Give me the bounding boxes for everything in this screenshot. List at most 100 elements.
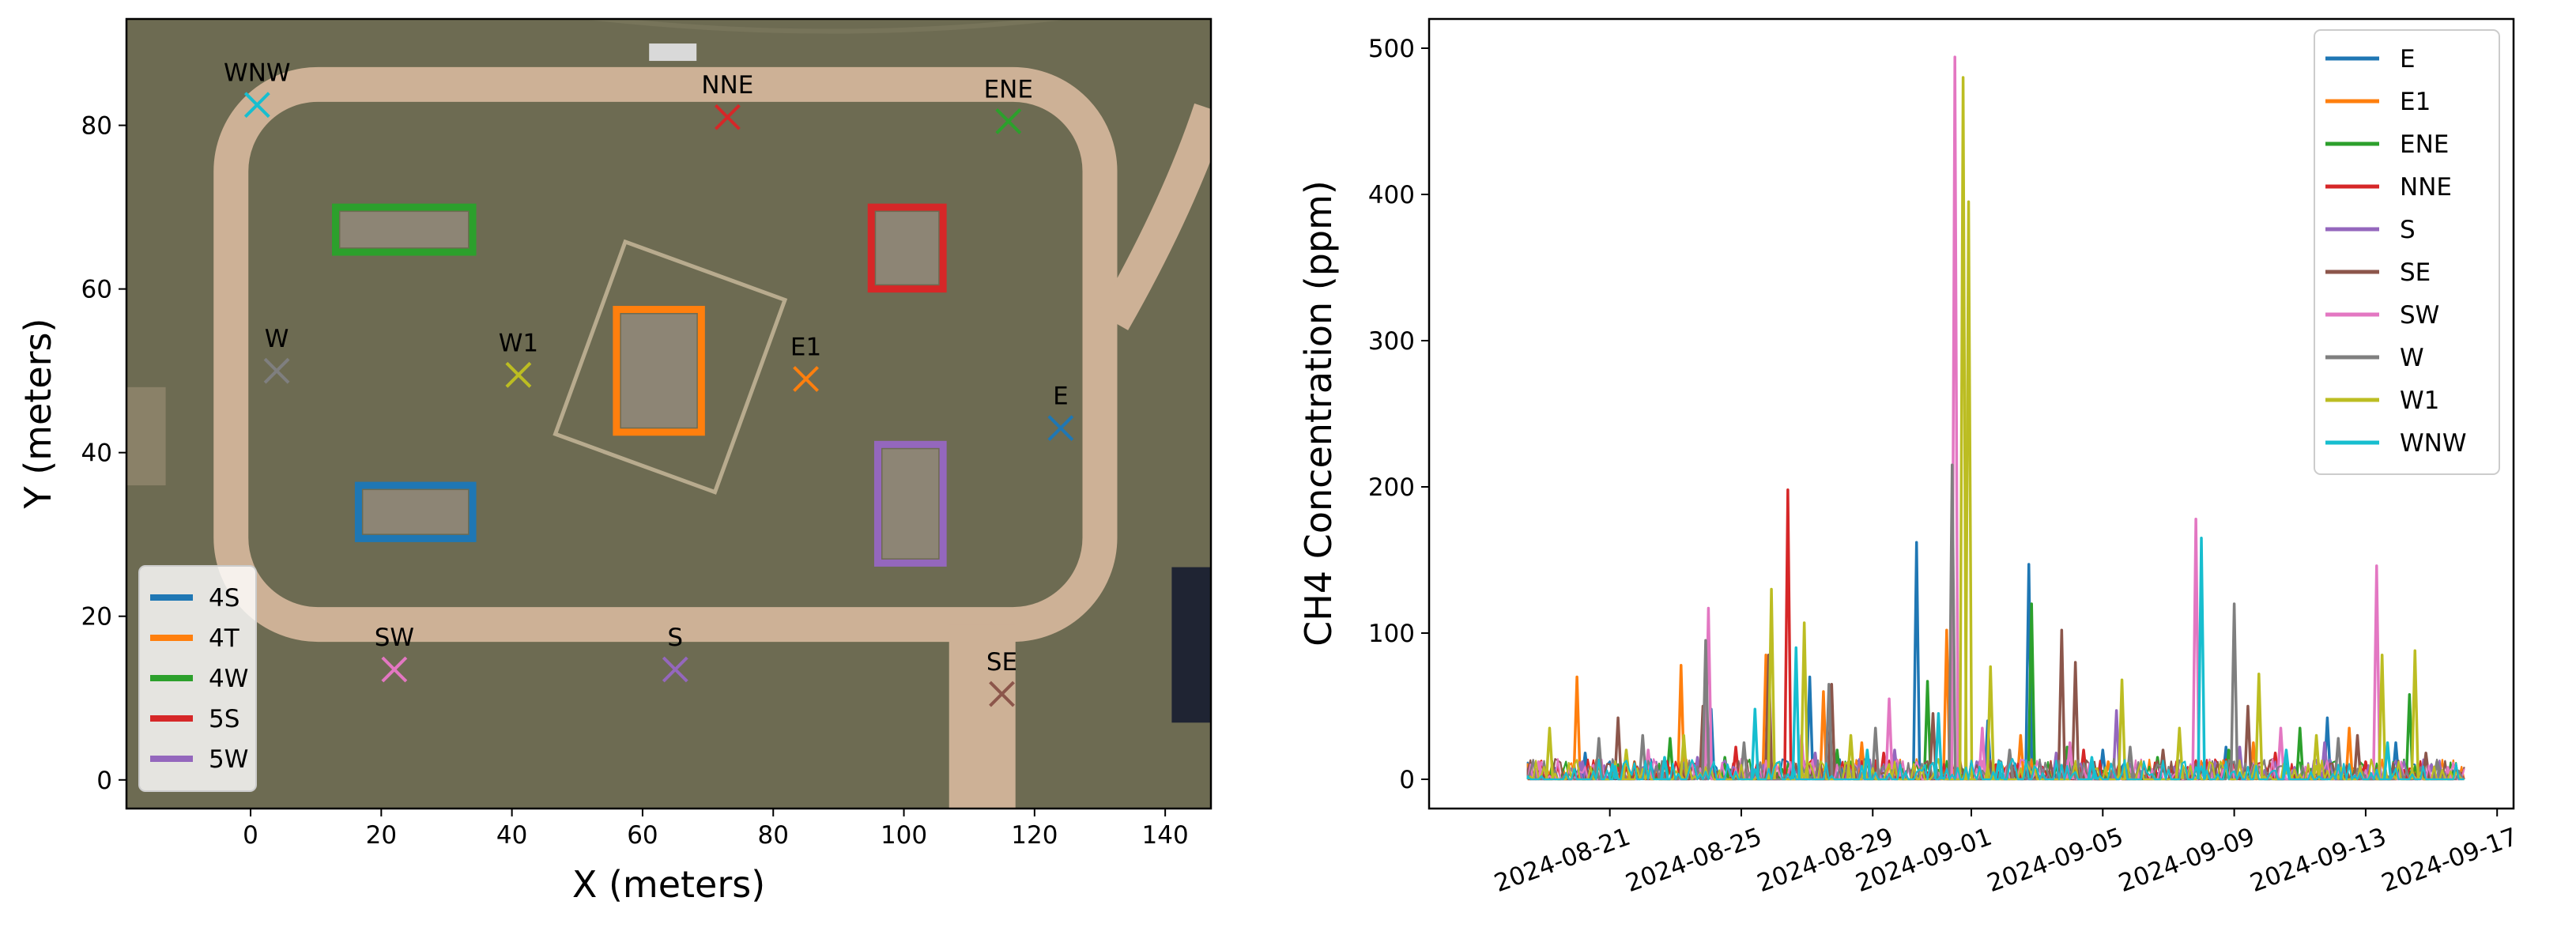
- sensor-ene: ENE: [984, 75, 1033, 134]
- legend-label: WNW: [2400, 429, 2467, 458]
- tick-label: 20: [366, 821, 397, 850]
- peak-w1: [2311, 733, 2321, 780]
- tick-label: 2024-09-17: [2378, 823, 2521, 898]
- legend-entry-4s: 4S: [150, 584, 239, 613]
- tick-label: 2024-08-25: [1622, 823, 1766, 898]
- peak-w1: [1846, 733, 1856, 780]
- legend-entry-w: W: [2325, 344, 2424, 372]
- sensor-wnw: WNW: [224, 59, 291, 119]
- peak-w1: [1679, 733, 1688, 780]
- map-y-axis-label: Y (meters): [17, 319, 59, 510]
- sensor-label: SW: [375, 624, 414, 652]
- peak-nne: [1783, 488, 1793, 780]
- peak-w1: [1767, 587, 1776, 780]
- peak-w: [1594, 737, 1604, 780]
- tick-label: 2024-08-21: [1491, 823, 1635, 898]
- legend-label: 4W: [209, 665, 248, 693]
- legend-entry-e: E: [2325, 45, 2416, 74]
- peak-sw: [1978, 726, 1987, 780]
- sensor-nne: NNE: [701, 71, 753, 130]
- legend-label: SE: [2400, 258, 2431, 287]
- peak-se: [2057, 628, 2067, 780]
- tick-label: 80: [81, 112, 112, 141]
- legend-label: W: [2400, 344, 2424, 372]
- equipment-pad: [363, 490, 469, 534]
- sensor-marker: [381, 656, 408, 683]
- legend-label: S: [2400, 216, 2416, 244]
- legend-entry-4t: 4T: [150, 624, 240, 653]
- source-box-4s: [354, 481, 477, 542]
- pad-west: [126, 386, 166, 486]
- sensor-label: E1: [790, 334, 821, 362]
- peak-wnw: [1933, 712, 1944, 780]
- tick-label: 0: [243, 821, 258, 850]
- vehicle: [649, 43, 697, 62]
- timeseries-legend: E E1 ENE NNE S SE SW W W1 WNW: [2314, 29, 2500, 475]
- tick-label: 120: [1011, 821, 1058, 850]
- legend-label: W1: [2400, 386, 2439, 415]
- sensor-label: W: [265, 325, 289, 353]
- map-x-axis-ticks: 0 20 40 60 80 100 120 140: [243, 809, 1189, 850]
- legend-entry-se: SE: [2325, 258, 2431, 287]
- peak-wnw: [2281, 748, 2291, 780]
- legend-entry-ene: ENE: [2325, 130, 2449, 159]
- series-line-wnw: [1526, 758, 2465, 781]
- peak-ene: [2295, 726, 2305, 780]
- peak-se: [1613, 716, 1623, 780]
- peak-w1: [2174, 726, 2185, 780]
- legend-entry-e1: E1: [2325, 88, 2431, 116]
- timeseries-y-axis-ticks: 0 100 200 300 400 500: [1368, 35, 1429, 794]
- legend-label: 5S: [209, 705, 239, 733]
- peak-se: [2070, 661, 2080, 780]
- peak-w: [1870, 726, 1880, 780]
- aerial-image: [126, 19, 1211, 809]
- sensor-label: S: [667, 624, 683, 652]
- concentration-lines: [1526, 55, 2465, 781]
- sensor-marker: [714, 104, 741, 130]
- source-box-5s: [867, 203, 947, 293]
- peak-w1: [1963, 200, 1974, 780]
- tick-label: 80: [758, 821, 789, 850]
- timeseries-x-axis-ticks: 2024-08-212024-08-252024-08-292024-09-01…: [1491, 809, 2521, 898]
- tick-label: 40: [81, 439, 112, 468]
- tick-label: 400: [1368, 181, 1415, 209]
- tick-label: 2024-09-05: [1983, 823, 2127, 898]
- legend-entry-5w: 5W: [150, 745, 248, 774]
- map-frame: [125, 17, 1213, 810]
- tick-label: 0: [96, 767, 112, 795]
- legend-label: E1: [2400, 88, 2431, 116]
- peak-wnw: [1750, 707, 1760, 780]
- tick-label: 40: [496, 821, 527, 850]
- equipment-pad: [620, 314, 697, 428]
- source-box-5w: [873, 440, 947, 567]
- peak-w1: [1799, 621, 1809, 780]
- peak-wnw: [1791, 646, 1801, 780]
- sensor-marker: [263, 357, 290, 384]
- tick-label: 2024-09-13: [2246, 823, 2390, 898]
- sensor-marker: [662, 656, 688, 683]
- peak-se: [2352, 733, 2363, 780]
- sensor-marker: [995, 107, 1022, 134]
- peak-w: [2005, 748, 2015, 780]
- legend-label: 5W: [209, 745, 248, 774]
- series-peaks-w: [1594, 463, 2442, 780]
- map-legend: 4S 4T 4W 5S 5W: [138, 565, 257, 792]
- legend-box: [2314, 29, 2500, 475]
- source-box-4w: [331, 203, 477, 256]
- legend-label: E: [2400, 45, 2416, 74]
- peak-w1: [1958, 76, 1968, 780]
- map-y-axis-ticks: 0 20 40 60 80: [81, 112, 126, 795]
- peak-wnw: [2197, 537, 2206, 780]
- peak-se: [1827, 683, 1837, 780]
- legend-entry-4w: 4W: [150, 665, 248, 693]
- tick-label: 100: [1368, 620, 1415, 648]
- peak-e1: [2344, 726, 2354, 780]
- peak-wnw: [1993, 760, 2004, 780]
- peak-ene: [1922, 680, 1933, 780]
- peak-e1: [1572, 675, 1582, 780]
- series-peaks-nne: [1632, 488, 2370, 780]
- tick-label: 2024-09-09: [2115, 823, 2259, 898]
- tick-label: 140: [1142, 821, 1189, 850]
- building-east: [1171, 567, 1211, 723]
- tick-label: 100: [881, 821, 927, 850]
